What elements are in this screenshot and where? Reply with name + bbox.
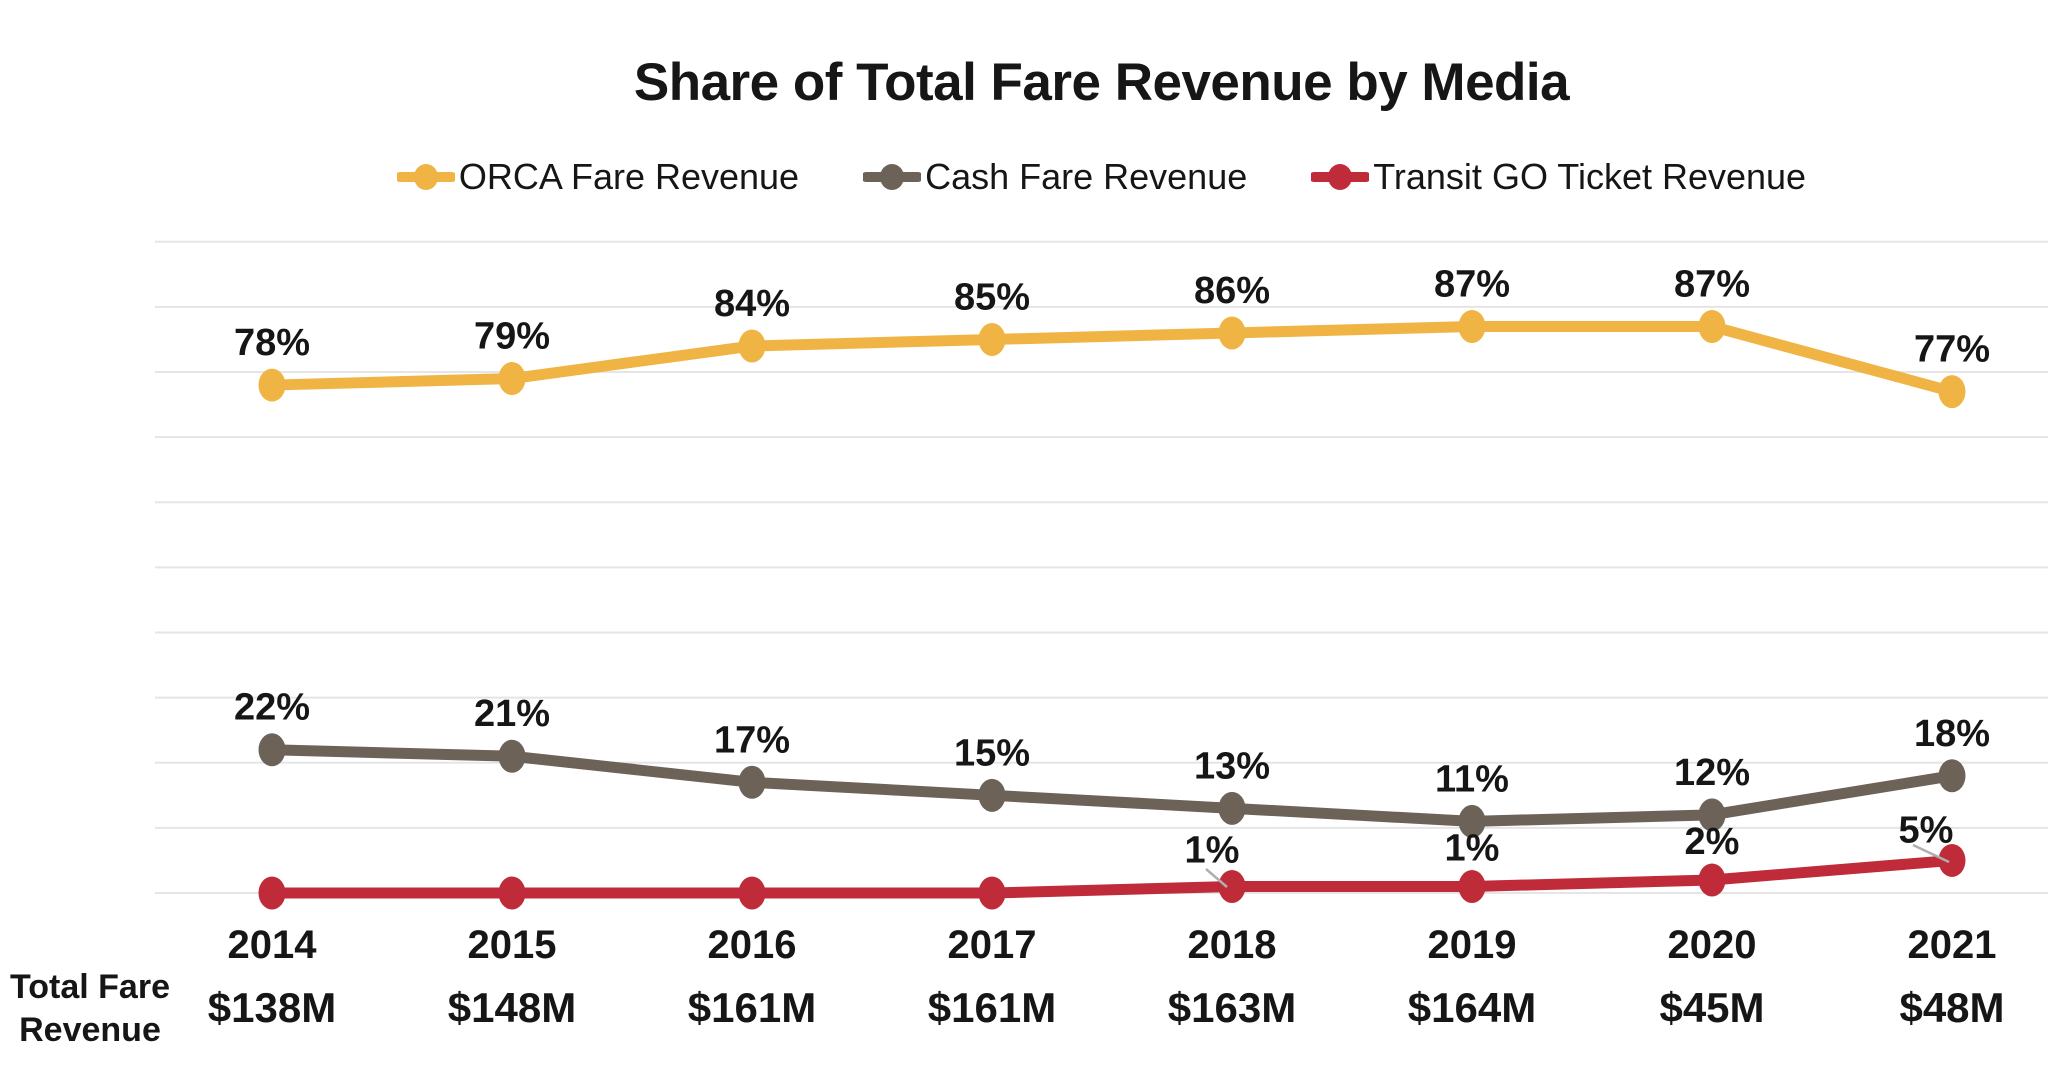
total-value-2014: $138M: [208, 984, 336, 1031]
data-point-orca-2015: [498, 362, 526, 396]
series-line-orca: [266, 320, 1958, 398]
data-point-orca-2018: [1218, 316, 1246, 350]
total-fare-revenue-row-label-line2: Revenue: [19, 1010, 161, 1049]
legend-marker-orca-icon: [396, 164, 455, 190]
point-label-orca-2017: 85%: [954, 276, 1030, 318]
data-point-transit-go-2020: [1698, 863, 1726, 897]
point-label-orca-2020: 87%: [1674, 263, 1750, 305]
point-label-cash-2019: 11%: [1435, 758, 1509, 800]
legend-item-cash: Cash Fare Revenue: [863, 156, 1247, 198]
data-point-transit-go-2021: [1938, 843, 1966, 877]
data-point-cash-2014: [258, 733, 286, 767]
data-point-transit-go-2018: [1218, 869, 1246, 903]
leader-line-1: [1912, 843, 1950, 864]
legend-marker-transit-go-icon: [1311, 164, 1370, 190]
point-label-orca-2016: 84%: [714, 283, 790, 325]
data-point-cash-2020: [1698, 798, 1726, 832]
point-label-cash-2015: 21%: [474, 693, 550, 735]
legend-label-orca: ORCA Fare Revenue: [458, 156, 800, 197]
series-line-transit-go: [266, 854, 1958, 899]
data-point-orca-2021: [1938, 375, 1966, 409]
point-label-orca-2015: 79%: [474, 316, 550, 358]
point-label-cash-2016: 17%: [714, 719, 790, 761]
point-label-orca-2014: 78%: [234, 322, 310, 364]
total-value-2016: $161M: [688, 984, 816, 1031]
x-tick-2020: 2020: [1668, 923, 1757, 967]
data-point-cash-2018: [1218, 791, 1246, 825]
point-label-transit-go-2018: 1%: [1185, 829, 1240, 871]
point-label-orca-2018: 86%: [1194, 270, 1270, 312]
leader-line-0: [1205, 868, 1228, 888]
point-label-cash-2020: 12%: [1674, 752, 1750, 794]
total-value-2021: $48M: [1899, 984, 2004, 1031]
data-point-transit-go-2016: [738, 876, 766, 910]
point-label-cash-2021: 18%: [1914, 713, 1990, 755]
x-tick-2015: 2015: [468, 923, 557, 967]
x-tick-2016: 2016: [708, 923, 797, 967]
data-point-orca-2017: [978, 322, 1006, 356]
data-point-orca-2019: [1458, 309, 1486, 343]
legend-item-orca: ORCA Fare Revenue: [396, 156, 800, 198]
chart-title: Share of Total Fare Revenue by Media: [633, 53, 1570, 112]
point-label-transit-go-2020: 2%: [1685, 821, 1740, 863]
x-tick-2019: 2019: [1428, 923, 1517, 967]
total-value-2018: $163M: [1168, 984, 1296, 1031]
legend-label-cash: Cash Fare Revenue: [925, 156, 1248, 197]
data-point-cash-2019: [1458, 804, 1486, 838]
point-label-cash-2017: 15%: [954, 732, 1030, 774]
x-tick-2018: 2018: [1188, 923, 1277, 967]
legend-marker-cash-icon: [863, 164, 922, 190]
point-label-cash-2014: 22%: [234, 687, 310, 729]
data-point-orca-2020: [1698, 309, 1726, 343]
total-value-2017: $161M: [928, 984, 1056, 1031]
data-point-cash-2021: [1938, 759, 1966, 793]
legend-item-transit-go: Transit GO Ticket Revenue: [1311, 156, 1806, 198]
legend: ORCA Fare Revenue Cash Fare Revenue Transi…: [155, 156, 2048, 198]
data-point-cash-2017: [978, 778, 1006, 812]
x-tick-2014: 2014: [228, 923, 318, 967]
point-label-cash-2018: 13%: [1194, 745, 1270, 787]
point-label-orca-2019: 87%: [1434, 263, 1510, 305]
series-line-cash: [266, 744, 1958, 827]
data-point-orca-2014: [258, 368, 286, 402]
x-tick-2021: 2021: [1908, 923, 1997, 967]
total-value-2015: $148M: [448, 984, 576, 1031]
total-value-2019: $164M: [1408, 984, 1536, 1031]
data-point-orca-2016: [738, 329, 766, 363]
data-point-transit-go-2017: [978, 876, 1006, 910]
data-point-transit-go-2019: [1458, 869, 1486, 903]
total-value-2020: $45M: [1659, 984, 1764, 1031]
total-fare-revenue-row-label: Total Fare Revenue: [0, 966, 180, 1051]
data-point-transit-go-2014: [258, 876, 286, 910]
point-label-transit-go-2021: 5%: [1899, 809, 1954, 851]
total-fare-revenue-row-label-line1: Total Fare: [10, 968, 170, 1006]
point-label-orca-2021: 77%: [1914, 329, 1990, 371]
data-point-cash-2015: [498, 739, 526, 773]
data-point-transit-go-2015: [498, 876, 526, 910]
point-label-transit-go-2019: 1%: [1445, 827, 1500, 869]
x-tick-2017: 2017: [948, 923, 1037, 967]
data-point-cash-2016: [738, 765, 766, 799]
legend-label-transit-go: Transit GO Ticket Revenue: [1373, 156, 1807, 197]
